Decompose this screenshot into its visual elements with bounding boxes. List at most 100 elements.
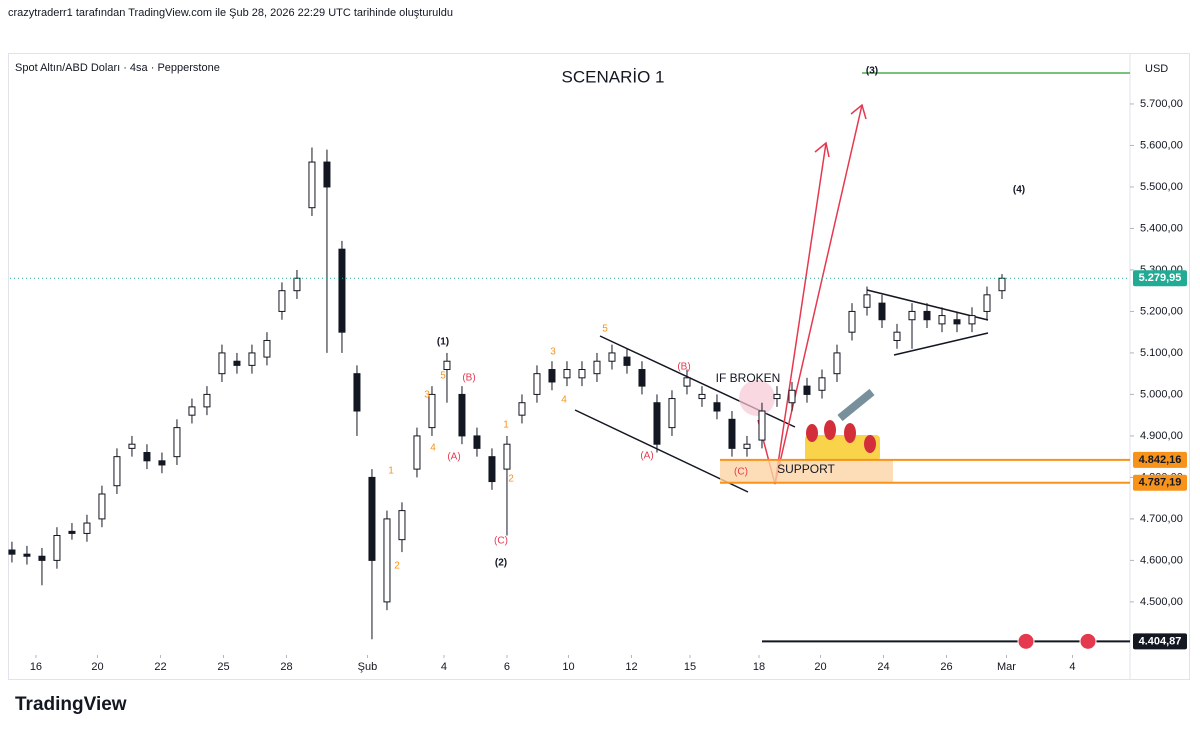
candle-body — [743, 443, 751, 449]
candle-body — [728, 418, 736, 449]
arrow-head — [814, 141, 830, 158]
candle-body — [548, 369, 556, 383]
annotation: (B) — [677, 362, 690, 373]
price-label: 4.842,16 — [1139, 454, 1182, 466]
candle-body — [908, 310, 916, 321]
candle-body — [758, 410, 766, 441]
candle-body — [503, 443, 511, 470]
x-tick-label: 10 — [562, 661, 574, 673]
candle-body — [8, 549, 16, 555]
y-tick-label: 5.000,00 — [1140, 388, 1183, 400]
x-tick-label: 12 — [625, 661, 637, 673]
candle-body — [563, 369, 571, 379]
x-tick-label: 22 — [154, 661, 166, 673]
annotation: 5 — [602, 324, 608, 335]
candle-body — [893, 331, 901, 341]
y-tick-label: 5.200,00 — [1140, 305, 1183, 317]
candle-body — [473, 435, 481, 449]
price-label: 4.404,87 — [1139, 635, 1182, 647]
x-tick-label: 26 — [940, 661, 952, 673]
candle-body — [593, 360, 601, 375]
triangle-line — [893, 332, 989, 356]
candle-body — [638, 369, 646, 387]
y-tick-label: 4.900,00 — [1140, 430, 1183, 442]
currency: USD — [1145, 63, 1168, 75]
candle-body — [713, 402, 721, 412]
candle-body — [803, 385, 811, 395]
price-label-box — [1133, 451, 1187, 468]
candle-body — [923, 310, 931, 321]
candle-body — [218, 352, 226, 375]
candle-body — [938, 315, 946, 325]
annotation: (C) — [494, 536, 508, 547]
candle-body — [308, 161, 316, 209]
x-tick-label: 20 — [814, 661, 826, 673]
event-flag — [1079, 632, 1097, 650]
breakout-circle — [739, 380, 775, 416]
candle-body — [683, 377, 691, 387]
price-label-box — [1133, 270, 1187, 287]
annotation: SUPPORT — [777, 462, 835, 476]
annotation: 3 — [424, 390, 430, 401]
candle-body — [143, 452, 151, 462]
y-tick-label: 4.500,00 — [1140, 596, 1183, 608]
x-tick-label: 4 — [1069, 661, 1075, 673]
annotation: (A) — [640, 451, 653, 462]
candle-body — [338, 248, 346, 333]
candle-body — [878, 302, 886, 321]
annotation: 5 — [440, 371, 446, 382]
candle-body — [353, 373, 361, 412]
candle-body — [158, 460, 166, 466]
annotation: IF BROKEN — [716, 371, 781, 385]
y-tick-label: 5.700,00 — [1140, 98, 1183, 110]
candle-body — [443, 360, 451, 371]
candle-body — [818, 377, 826, 391]
candle-body — [188, 406, 196, 416]
candle-body — [248, 352, 256, 366]
x-tick-label: Şub — [358, 661, 378, 673]
annotation: 1 — [388, 466, 394, 477]
event-flag — [1017, 632, 1035, 650]
chart-title: SCENARİO 1 — [562, 67, 665, 86]
candle-body — [128, 443, 136, 449]
candle-body — [608, 352, 616, 362]
candle-body — [68, 530, 76, 534]
candle-body — [113, 456, 121, 487]
candle-body — [533, 373, 541, 395]
annotation: (B) — [462, 373, 475, 384]
candle-body — [848, 310, 856, 333]
channel-line — [574, 409, 749, 493]
header: crazytraderr1 tarafından TradingView.com… — [8, 7, 453, 19]
candle-body — [278, 290, 286, 312]
candle-body — [233, 360, 241, 366]
candle-body — [203, 393, 211, 408]
candle-body — [368, 476, 376, 561]
y-tick-label: 5.400,00 — [1140, 222, 1183, 234]
candle-body — [323, 161, 331, 188]
logo: TradingView — [15, 694, 127, 715]
x-tick-label: 15 — [684, 661, 696, 673]
candle-body — [983, 294, 991, 312]
annotation: 4 — [561, 395, 567, 406]
chart-frame — [8, 53, 1190, 680]
candle-body — [383, 518, 391, 603]
price-label: 5.279,95 — [1139, 272, 1182, 284]
annotation: 4 — [430, 443, 436, 454]
drawings — [574, 72, 1130, 493]
candle-body — [863, 294, 871, 308]
annotation: (4) — [1013, 185, 1025, 196]
arrow — [774, 104, 863, 485]
candle-body — [578, 369, 586, 379]
candle-body — [998, 277, 1006, 292]
candle-body — [518, 402, 526, 416]
candle-body — [653, 402, 661, 445]
candle-body — [38, 555, 46, 561]
x-tick-label: 20 — [91, 661, 103, 673]
candle-body — [428, 393, 436, 429]
x-tick-label: 6 — [504, 661, 510, 673]
candle-body — [398, 510, 406, 541]
x-tick-label: Mar — [997, 661, 1016, 673]
hand-icon — [805, 388, 880, 461]
candle-body — [773, 393, 781, 400]
candle-body — [83, 522, 91, 534]
